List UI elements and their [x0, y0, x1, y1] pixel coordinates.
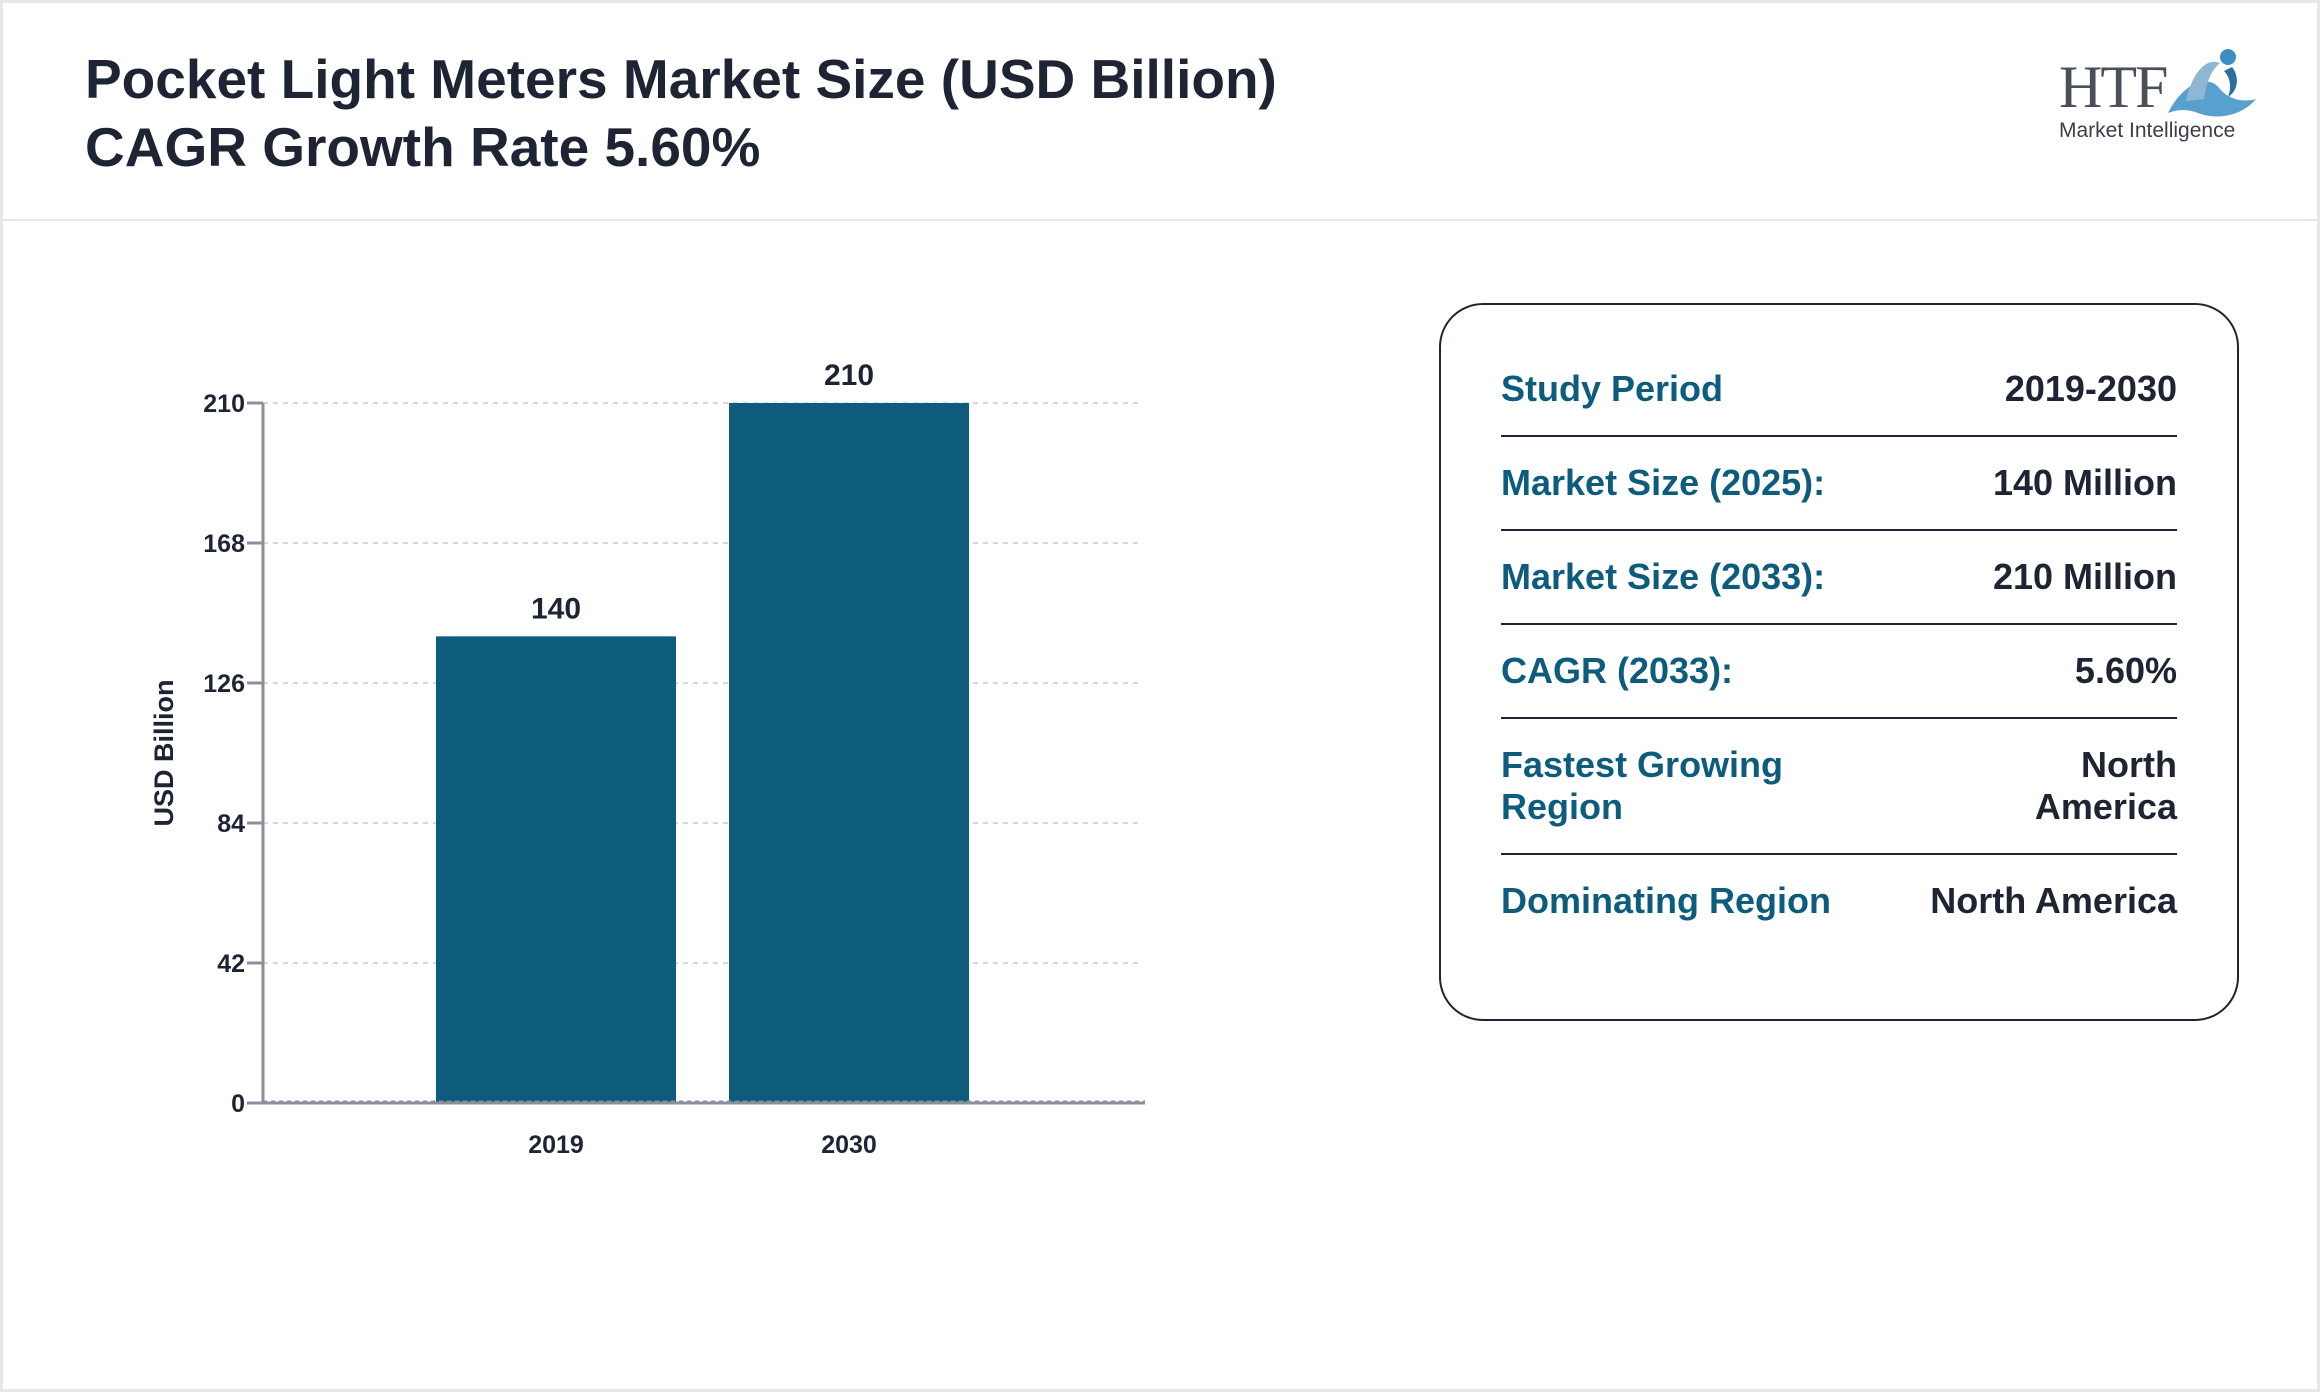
- logo-brand: HTF: [2059, 54, 2168, 120]
- summary-row-value: 2019-2030: [2004, 368, 2177, 409]
- htf-logo: HTF Market Intelligence: [2053, 39, 2256, 149]
- summary-row-label: Dominating Region: [1501, 880, 1831, 921]
- summary-row-label: Fastest Growing Region: [1501, 744, 1784, 827]
- summary-row: Dominating Region North America: [1501, 855, 2177, 947]
- data-label-2019: 140: [531, 592, 581, 625]
- summary-row-value: 210 Million: [1992, 556, 2177, 597]
- data-label-2030: 210: [824, 359, 874, 392]
- title-line-2: CAGR Growth Rate 5.60%: [85, 116, 761, 178]
- swimmer-wave-icon: [2168, 49, 2256, 117]
- y-tick-label: 126: [203, 670, 245, 698]
- summary-panel: Study Period 2019-2030 Market Size (2025):…: [1439, 303, 2239, 1021]
- summary-row-label: CAGR (2033):: [1501, 650, 1734, 691]
- summary-row-value: 140 Million: [1992, 462, 2177, 503]
- title-line-1: Pocket Light Meters Market Size (USD Bil…: [85, 48, 1277, 110]
- summary-row: Fastest Growing Region North America: [1501, 719, 2177, 855]
- bar-chart: 0 42 84 126 168 210 140 2019 210 2030 USD Billion: [3, 219, 1203, 1219]
- y-tick-label: 0: [231, 1090, 245, 1118]
- summary-row-label: Market Size (2033):: [1501, 556, 1826, 597]
- summary-row: Study Period 2019-2030: [1501, 343, 2177, 437]
- summary-row: CAGR (2033): 5.60%: [1501, 625, 2177, 719]
- y-tick-label: 210: [203, 390, 245, 418]
- y-tick-label: 84: [217, 810, 245, 838]
- y-axis-title: USD Billion: [149, 680, 179, 827]
- summary-row-label: Market Size (2025):: [1501, 462, 1826, 503]
- grid-lines: [263, 402, 1141, 964]
- page-title: Pocket Light Meters Market Size (USD Bil…: [85, 45, 1277, 181]
- bar-2019: [436, 636, 676, 1103]
- labels: 0 42 84 126 168 210 140 2019 210 2030 USD Billion: [149, 359, 877, 1159]
- x-tick-label-2030: 2030: [821, 1131, 877, 1159]
- summary-row-label: Study Period: [1501, 368, 1724, 409]
- summary-rows: Study Period 2019-2030 Market Size (2025):…: [1501, 343, 2177, 947]
- y-tick-label: 168: [203, 530, 245, 558]
- bar-2030: [729, 403, 969, 1103]
- logo-subtitle: Market Intelligence: [2059, 119, 2236, 142]
- x-tick-label-2019: 2019: [528, 1131, 584, 1159]
- summary-row: Market Size (2025): 140 Million: [1501, 437, 2177, 531]
- header: Pocket Light Meters Market Size (USD Bil…: [3, 3, 2317, 221]
- y-tick-label: 42: [217, 950, 245, 978]
- axes: [247, 401, 1145, 1105]
- summary-row-value: North America: [1930, 880, 2177, 921]
- summary-row-value: 5.60%: [2074, 650, 2177, 691]
- summary-row: Market Size (2033): 210 Million: [1501, 531, 2177, 625]
- bar-chart-svg: 0 42 84 126 168 210 140 2019 210 2030 USD Billion: [149, 359, 1145, 1159]
- summary-row-value: North America: [2034, 744, 2177, 827]
- bars: [436, 403, 969, 1103]
